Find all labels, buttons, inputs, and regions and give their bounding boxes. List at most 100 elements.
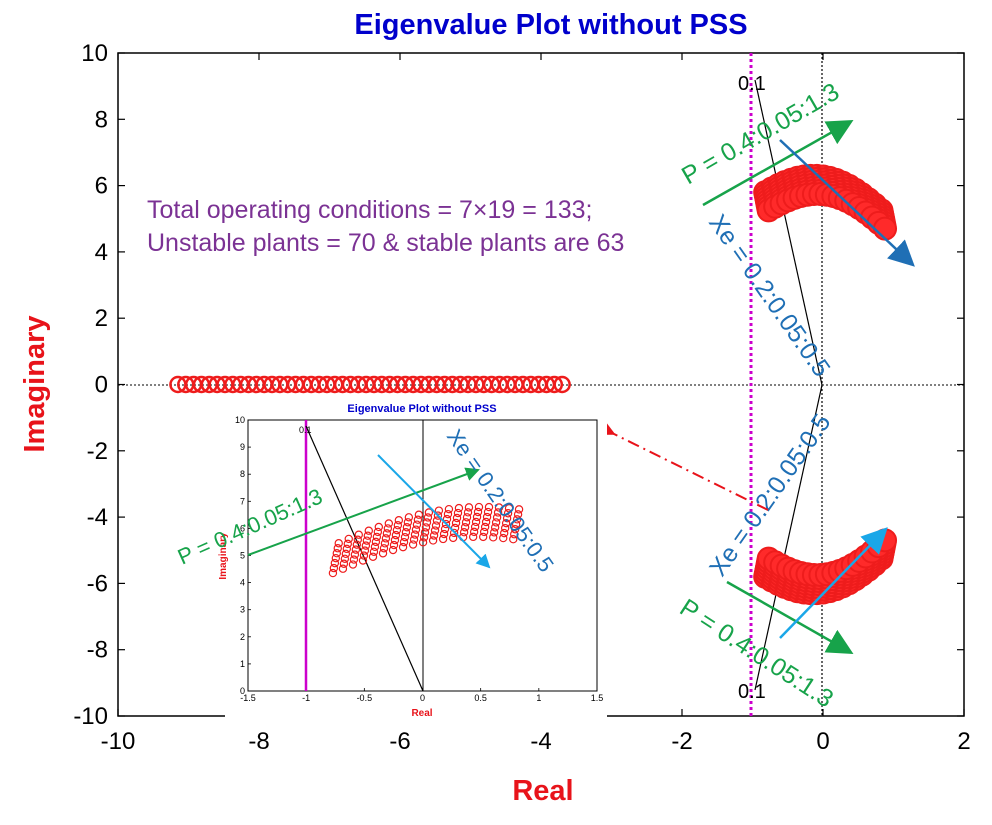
eigenvalue-point <box>873 216 898 241</box>
inset-eigenvalue-point <box>431 521 441 530</box>
inset-eigenvalue-point <box>331 553 341 563</box>
zoom-link-arrow <box>584 409 769 511</box>
inset-eigenvalue-point <box>510 530 519 539</box>
inset-eigenvalue-point <box>339 559 349 568</box>
inset-eigenvalue-point <box>411 525 421 534</box>
inset-eigenvalue-point <box>483 507 493 517</box>
damping-ray-lower <box>754 384 823 691</box>
inset-eigenvalue-point <box>371 537 381 547</box>
inset-background <box>225 398 607 718</box>
inset-eigenvalue-point <box>463 508 473 517</box>
inset-eigenvalue-point <box>439 529 449 539</box>
inset-eigenvalue-point <box>379 544 389 553</box>
inset-eigenvalue-point <box>410 530 420 539</box>
inset-eigenvalue-point <box>513 510 523 519</box>
inset-damping-label: 0.1 <box>299 425 312 435</box>
y-tick-label: 0 <box>95 372 108 399</box>
inset-eigenvalue-point <box>329 563 339 573</box>
note-line-1: Total operating conditions = 7×19 = 133; <box>147 196 592 224</box>
inset-eigenvalue-point <box>334 539 343 548</box>
inset-y-tick-label: 6 <box>240 523 245 533</box>
y-tick-label: -6 <box>87 570 108 597</box>
inset-eigenvalue-point <box>333 544 342 553</box>
inset-eigenvalue-point <box>472 512 482 522</box>
inset-eigenvalue-point <box>350 550 360 559</box>
inset-eigenvalue-point <box>418 538 428 547</box>
inset-eigenvalue-point <box>399 537 409 547</box>
inset-title: Eigenvalue Plot without PSS <box>347 403 496 415</box>
inset-eigenvalue-point <box>468 532 478 542</box>
inset-eigenvalue-point <box>404 513 414 522</box>
inset-eigenvalue-point <box>491 518 501 527</box>
inset-eigenvalue-point <box>432 516 442 525</box>
inset-y-tick-label: 7 <box>240 496 245 506</box>
y-tick-label: 6 <box>95 173 108 200</box>
inset-eigenvalue-point <box>348 560 358 569</box>
inset-eigenvalue-point <box>511 520 521 529</box>
inset-y-tick-label: 10 <box>235 415 245 425</box>
xe-arrow-upper <box>779 139 915 267</box>
x-tick-label: -10 <box>101 728 136 755</box>
inset-eigenvalue-point <box>421 523 431 532</box>
inset-eigenvalue-point <box>394 516 404 525</box>
inset-eigenvalue-point <box>482 512 492 522</box>
inset-eigenvalue-point <box>413 515 423 524</box>
inset-eigenvalue-point <box>419 533 429 542</box>
inset-y-label: Imaginary <box>218 532 229 580</box>
inset-eigenvalue-point <box>430 526 440 535</box>
inset-x-tick-label: -1.5 <box>240 693 256 703</box>
inset-eigenvalue-point <box>433 511 443 520</box>
inset-eigenvalue-point <box>420 528 430 537</box>
inset-eigenvalue-point <box>500 523 510 533</box>
x-tick-label: 0 <box>816 728 829 755</box>
inset-eigenvalue-point <box>412 520 422 529</box>
inset-eigenvalue-point <box>380 539 390 548</box>
inset-eigenvalue-point <box>479 527 489 537</box>
x-tick-label: -2 <box>671 728 692 755</box>
y-tick-label: -4 <box>87 504 108 531</box>
inset-eigenvalue-point <box>504 504 514 513</box>
inset-eigenvalue-point <box>514 505 524 514</box>
inset-eigenvalue-point <box>442 514 452 524</box>
inset-eigenvalue-point <box>440 524 450 534</box>
inset-eigenvalue-point <box>359 551 369 560</box>
inset-y-tick-label: 5 <box>240 551 245 561</box>
inset-eigenvalue-point <box>342 544 352 554</box>
inset-eigenvalue-point <box>354 530 363 539</box>
inset-eigenvalue-point <box>400 532 410 542</box>
xe-label-upper: Xe = 0.2:0.05:0.5 <box>703 209 836 382</box>
inset-eigenvalue-point <box>408 540 418 549</box>
x-tick-label: -6 <box>389 728 410 755</box>
inset-eigenvalue-point <box>462 513 472 522</box>
inset-eigenvalue-point <box>469 527 479 537</box>
inset-y-tick-label: 1 <box>240 659 245 669</box>
inset-eigenvalue-point <box>414 510 424 519</box>
eigenvalue-point <box>545 375 564 394</box>
inset-eigenvalue-point <box>478 532 488 542</box>
inset-eigenvalue-point <box>351 545 361 554</box>
inset-eigenvalue-point <box>368 552 378 561</box>
inset-x-tick-label: 1.5 <box>591 693 604 703</box>
inset-eigenvalue-point <box>341 549 351 559</box>
inset-eigenvalue-point <box>388 545 398 555</box>
inset-eigenvalue-point <box>373 527 383 537</box>
p-arrow-upper <box>702 120 854 207</box>
inset-eigenvalue-point <box>391 530 401 540</box>
inset-eigenvalue-point <box>474 502 484 512</box>
inset-eigenvalue-point <box>428 536 438 545</box>
inset-eigenvalue-point <box>328 568 338 578</box>
inset-eigenvalue-point <box>330 558 340 568</box>
inset-eigenvalue-point <box>429 531 439 540</box>
inset-damping-ray <box>305 425 424 692</box>
inset-eigenvalue-point <box>340 554 350 563</box>
eigenvalue-point <box>873 528 898 553</box>
inset-eigenvalue-point <box>398 542 408 552</box>
inset-eigenvalue-point <box>480 522 490 532</box>
inset-eigenvalue-point <box>358 556 368 565</box>
inset-eigenvalue-point <box>392 525 402 535</box>
eigenvalue-point <box>553 375 571 394</box>
y-tick-label: -10 <box>73 703 108 730</box>
inset-eigenvalue-point <box>352 540 362 549</box>
